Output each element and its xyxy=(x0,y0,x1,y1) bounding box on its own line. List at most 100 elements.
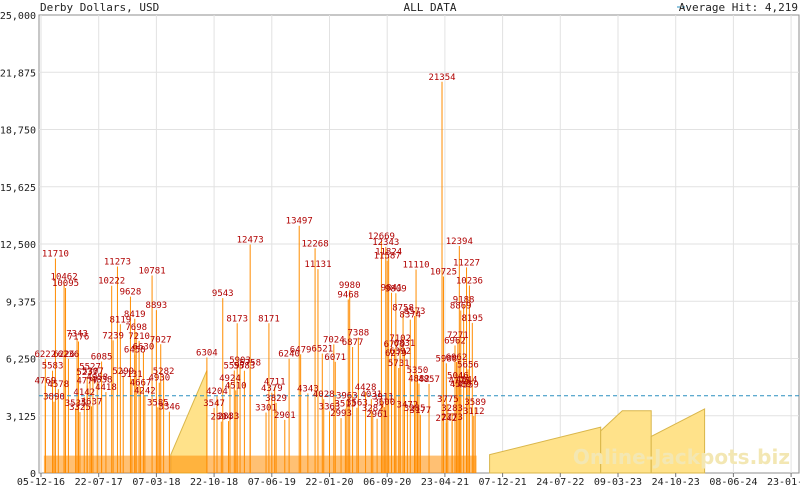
data-label: 7210 xyxy=(128,332,150,342)
data-label: 7027 xyxy=(150,335,172,345)
data-label: 12669 xyxy=(368,232,395,242)
y-tick-label: 9,375 xyxy=(6,297,36,308)
data-label: 9809 xyxy=(385,284,407,294)
data-label: 3963 xyxy=(336,391,358,401)
x-tick-label: 22-07-17 xyxy=(75,477,123,488)
data-label: 3283 xyxy=(441,404,463,414)
data-label: 7239 xyxy=(102,331,124,341)
data-label: 2773 xyxy=(441,413,463,423)
data-label: 5350 xyxy=(407,366,429,376)
data-label: 5527 xyxy=(79,363,101,373)
data-label: 6877 xyxy=(342,338,364,348)
data-label: 4578 xyxy=(47,380,69,390)
data-label: 5758 xyxy=(239,359,261,369)
data-label: 11227 xyxy=(453,258,480,268)
x-tick-label: 22-01-20 xyxy=(305,477,353,488)
x-tick-label: 05-12-16 xyxy=(17,477,65,488)
data-label: 6279 xyxy=(385,349,407,359)
data-label: 8195 xyxy=(461,314,483,324)
data-label: 7102 xyxy=(389,334,411,344)
data-label: 3285 xyxy=(404,404,426,414)
data-label: 2993 xyxy=(330,409,352,419)
data-label: 8758 xyxy=(392,304,414,314)
data-label: 4559 xyxy=(457,380,479,390)
data-label: 8171 xyxy=(258,314,280,324)
data-label: 3589 xyxy=(464,398,486,408)
data-label: 10236 xyxy=(456,276,483,286)
area-segment xyxy=(600,410,652,474)
data-label: 5903 xyxy=(229,356,251,366)
x-tick-label: 09-03-23 xyxy=(594,477,642,488)
data-label: 12473 xyxy=(237,235,264,245)
data-label: 3637 xyxy=(81,397,103,407)
data-label: 4428 xyxy=(355,383,377,393)
data-label: 5046 xyxy=(447,372,469,382)
x-tick-label: 22-10-18 xyxy=(190,477,238,488)
data-label: 5131 xyxy=(121,370,143,380)
data-label: 6071 xyxy=(324,353,346,363)
x-tick-label: 23-01-25 xyxy=(767,477,800,488)
data-label: 4510 xyxy=(225,381,247,391)
data-label: 6226 xyxy=(53,350,75,360)
data-label: 6222 xyxy=(34,350,56,360)
data-label: 2833 xyxy=(218,412,240,422)
data-label: 8869 xyxy=(450,302,472,312)
data-label: 4924 xyxy=(219,374,241,384)
data-labels: 1171062225583476945783890104621009562266… xyxy=(34,73,486,424)
data-label: 12268 xyxy=(302,239,329,249)
data-label: 6085 xyxy=(91,353,113,363)
y-tick-label: 18,750 xyxy=(0,126,36,137)
data-label: 3472 xyxy=(397,400,419,410)
data-label: 6962 xyxy=(444,336,466,346)
x-tick-label: 24-07-22 xyxy=(536,477,584,488)
data-label: 12343 xyxy=(372,238,399,248)
data-label: 6521 xyxy=(311,345,333,355)
chart-title: ALL DATA xyxy=(404,1,457,14)
data-label: 2804 xyxy=(210,413,232,423)
data-label: 6779 xyxy=(384,340,406,350)
data-label: 11824 xyxy=(375,247,402,257)
data-label: 8374 xyxy=(399,311,421,321)
data-label: 13497 xyxy=(286,217,313,227)
data-label: 3325 xyxy=(69,403,91,413)
data-label: 3775 xyxy=(437,395,459,405)
data-label: 4589 xyxy=(450,380,472,390)
data-label: 2742 xyxy=(435,414,457,424)
y-tick-label: 3,125 xyxy=(6,412,36,423)
y-axis: 0 3,125 6,250 9,375 12,500 15,625 18,750 21,875… xyxy=(0,11,36,480)
data-label: 6236 xyxy=(58,350,80,360)
data-label: 9980 xyxy=(339,281,361,291)
data-label: 4882 xyxy=(408,375,430,385)
data-label: 11273 xyxy=(104,257,131,267)
data-label: 3535 xyxy=(65,399,87,409)
data-label: 3911 xyxy=(372,392,394,402)
x-tick-label: 24-10-23 xyxy=(652,477,700,488)
x-tick-label: 07-03-18 xyxy=(132,477,180,488)
data-label: 3363 xyxy=(319,402,341,412)
data-label: 2961 xyxy=(366,410,388,420)
data-label: 7343 xyxy=(66,329,88,339)
x-tick-label: 07-06-19 xyxy=(248,477,296,488)
data-label: 5307 xyxy=(82,367,104,377)
data-label: 4242 xyxy=(134,386,156,396)
x-axis: 05-12-16 22-07-17 07-03-18 22-10-18 07-06-19… xyxy=(17,473,800,488)
data-label: 3585 xyxy=(147,398,169,408)
data-label: 3829 xyxy=(265,394,287,404)
data-label: 5988 xyxy=(435,354,457,364)
data-label: 5282 xyxy=(153,367,175,377)
data-label: 4204 xyxy=(206,387,228,397)
data-label: 9841 xyxy=(381,284,403,294)
data-label: 4838 xyxy=(91,375,113,385)
hits-baseline-band xyxy=(43,455,477,473)
data-label: 5237 xyxy=(76,368,98,378)
data-label: 7024 xyxy=(323,335,345,345)
data-label: 7698 xyxy=(125,323,147,333)
data-label: 10462 xyxy=(51,272,78,282)
area-segment xyxy=(489,426,602,474)
data-label: 3563 xyxy=(346,399,368,409)
data-label: 9468 xyxy=(337,291,359,301)
data-label: 3513 xyxy=(335,400,357,410)
data-label: 5583 xyxy=(42,362,64,372)
y-tick-label: 15,625 xyxy=(0,183,36,194)
